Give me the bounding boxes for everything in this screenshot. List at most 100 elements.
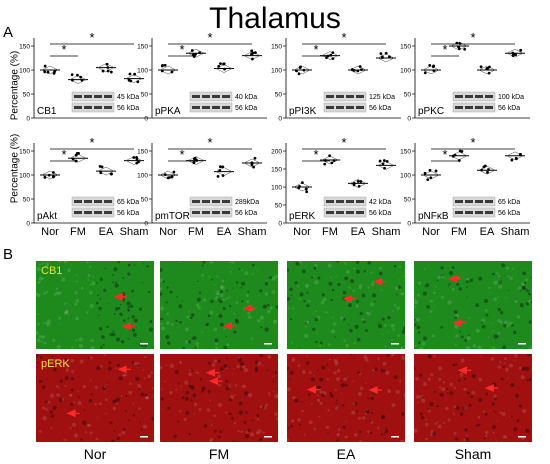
tissue-texture: [379, 266, 382, 270]
tissue-texture: [308, 299, 311, 303]
tissue-texture: [160, 278, 163, 283]
tissue-texture: [370, 396, 374, 401]
tissue-texture: [269, 276, 273, 280]
target-kda-label: 65 kDa: [117, 199, 139, 206]
significance-marker: *: [207, 135, 212, 150]
tissue-texture: [104, 385, 107, 389]
tissue-texture: [189, 385, 194, 389]
data-point: [75, 152, 79, 155]
tissue-texture: [345, 269, 350, 274]
tissue-texture: [365, 382, 367, 385]
tissue-texture: [193, 413, 195, 415]
tissue-texture: [136, 362, 140, 366]
tissue-texture: [238, 268, 241, 271]
tissue-texture: [434, 422, 437, 425]
tissue-texture: [319, 377, 324, 382]
tissue-texture: [174, 370, 179, 375]
data-point: [305, 190, 309, 194]
tissue-texture: [219, 299, 223, 304]
tissue-texture: [118, 433, 122, 437]
data-point: [356, 69, 360, 73]
data-point: [519, 48, 523, 52]
micrograph-cb1-sham: [414, 261, 532, 349]
tissue-texture: [251, 263, 255, 267]
tissue-texture: [259, 315, 265, 320]
chart-ppkc: 0 50 100 150 * * pPKC 100 kDa 56 kDa: [400, 30, 530, 123]
tissue-texture: [439, 392, 444, 397]
tissue-texture: [63, 439, 65, 441]
tissue-texture: [244, 271, 249, 276]
tissue-texture: [89, 431, 93, 435]
tissue-texture: [127, 263, 131, 267]
tissue-texture: [290, 424, 294, 428]
data-point: [297, 72, 301, 76]
tissue-texture: [55, 291, 59, 295]
blot-band: [74, 211, 82, 214]
tissue-texture: [447, 300, 452, 305]
data-point: [514, 53, 518, 57]
ci-diamond: [422, 65, 440, 75]
tissue-texture: [53, 367, 57, 372]
tissue-texture: [490, 322, 493, 325]
tissue-texture: [401, 412, 405, 416]
tissue-texture: [274, 274, 278, 279]
micrograph-perk-fm: [160, 354, 278, 442]
tissue-texture: [228, 398, 233, 402]
tissue-texture: [331, 329, 336, 334]
micrograph-perk-sham: [414, 354, 532, 442]
tissue-texture: [317, 394, 319, 397]
blot-band: [222, 200, 230, 203]
tissue-texture: [207, 389, 211, 393]
tissue-texture: [259, 437, 263, 441]
tissue-texture: [237, 357, 242, 363]
blot-band: [485, 200, 493, 203]
data-point: [428, 168, 432, 172]
blot-band: [336, 95, 344, 98]
x-label-ea: EA: [98, 226, 114, 238]
tissue-texture: [384, 345, 387, 347]
tissue-texture: [151, 387, 154, 390]
blot-band: [202, 106, 210, 109]
x-label-sham: Sham: [119, 226, 149, 238]
tissue-texture: [177, 420, 180, 423]
data-point: [43, 175, 47, 179]
tissue-texture: [61, 398, 65, 401]
tissue-texture: [140, 392, 145, 397]
data-point: [163, 63, 167, 67]
blot-band: [202, 200, 210, 203]
tissue-texture: [422, 381, 428, 387]
tissue-texture: [84, 431, 87, 433]
tissue-texture: [216, 293, 219, 296]
tissue-texture: [297, 364, 301, 368]
tissue-texture: [274, 329, 276, 331]
tissue-texture: [51, 355, 54, 358]
tissue-texture: [489, 409, 491, 412]
tissue-texture: [516, 419, 520, 423]
data-point: [192, 161, 196, 165]
tissue-texture: [330, 393, 334, 398]
data-point: [295, 69, 298, 73]
scale-bar: [391, 343, 399, 345]
tissue-texture: [492, 382, 494, 384]
ci-diamond: [506, 151, 524, 161]
tissue-texture: [344, 262, 347, 265]
tissue-texture: [363, 270, 366, 273]
x-label-fm: FM: [322, 226, 338, 238]
tissue-texture: [41, 364, 43, 367]
tissue-texture: [228, 366, 231, 368]
tissue-texture: [193, 402, 198, 407]
data-point: [192, 55, 196, 58]
tissue-texture: [274, 371, 278, 374]
tissue-texture: [257, 407, 260, 409]
tissue-texture: [401, 394, 404, 397]
tissue-texture: [276, 417, 278, 421]
ci-diamond: [422, 170, 440, 180]
tissue-texture: [70, 346, 73, 349]
tissue-texture: [292, 396, 296, 400]
arrow-indicator: [306, 385, 321, 394]
tissue-texture: [299, 292, 304, 297]
tissue-texture: [306, 320, 310, 324]
tissue-texture: [45, 290, 49, 294]
data-point: [463, 47, 467, 51]
tissue-texture: [228, 296, 231, 299]
